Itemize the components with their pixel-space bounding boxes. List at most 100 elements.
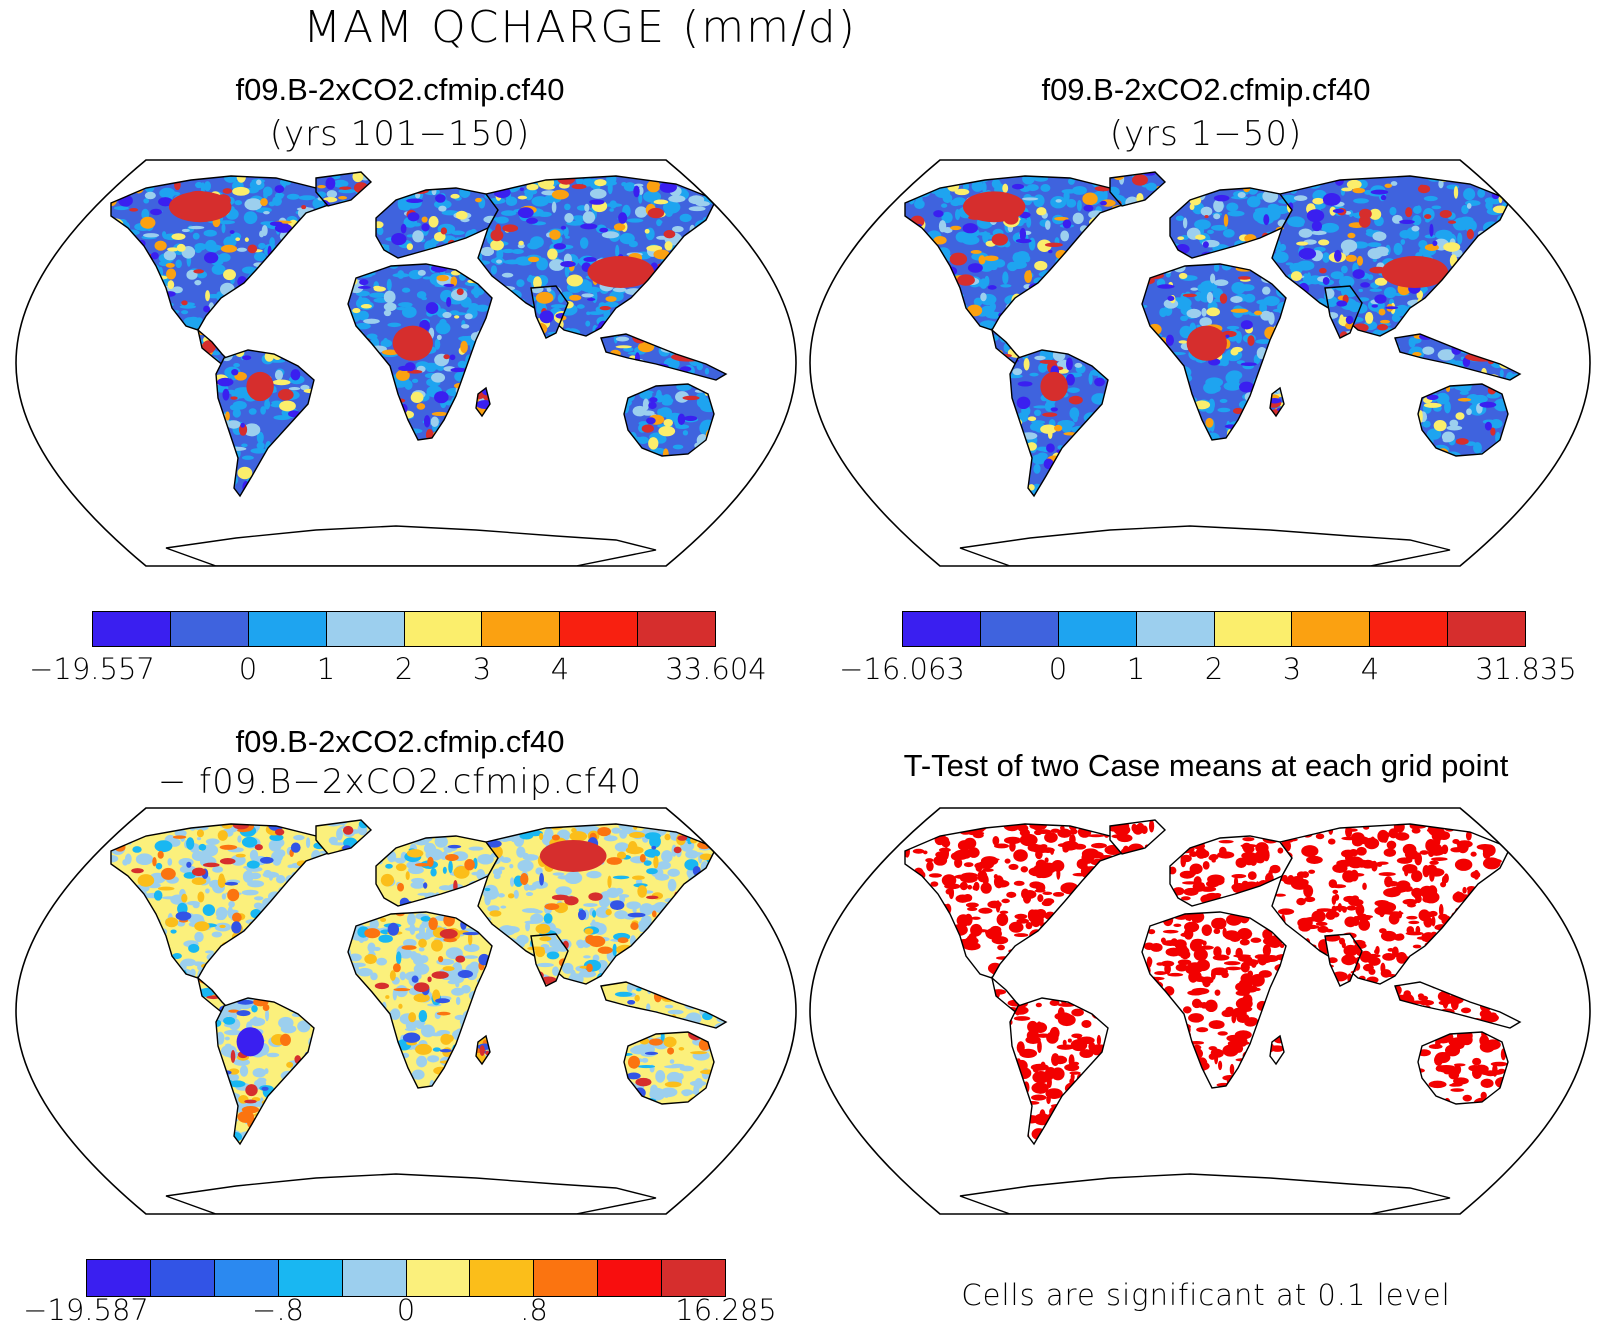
landmass-seasia [1394, 333, 1522, 381]
colorbar-box [980, 612, 1059, 646]
landmass-antarctica [165, 1173, 657, 1214]
landmass-samerica [1009, 997, 1109, 1146]
landmass-australia [623, 383, 715, 457]
map-frame [15, 807, 797, 1215]
colorbar-box [903, 612, 981, 646]
colorbar-tick-label: −19.557 [29, 652, 155, 686]
colorbar-box [248, 612, 327, 646]
colorbar-box [150, 1260, 215, 1296]
map-frame [15, 159, 797, 567]
colorbar-box [342, 1260, 407, 1296]
landmass-asia [1271, 175, 1511, 337]
colorbar-tick-label: 4 [550, 652, 570, 686]
landmass-namerica [110, 175, 336, 331]
landmass-australia [1417, 1031, 1509, 1105]
colorbar-box [1370, 612, 1449, 646]
landmass-africa [1141, 911, 1287, 1089]
colorbar-tick-label: 0 [1048, 652, 1068, 686]
panel-subtitle-top-left: (yrs 101−150) [269, 114, 531, 154]
colorbar-box [482, 612, 561, 646]
landmass-africa [1141, 263, 1287, 441]
landmass-seasia [600, 333, 728, 381]
colorbar-box [93, 612, 171, 646]
colorbar-tick-label: 1 [1126, 652, 1146, 686]
landmass-europe [375, 835, 499, 907]
colorbar-box [170, 612, 249, 646]
map-bottom-right [809, 807, 1591, 1215]
colorbar-box [560, 612, 639, 646]
landmass-seasia [1394, 981, 1522, 1029]
colorbar-tick-label: −.8 [252, 1293, 304, 1327]
colorbar-box [406, 1260, 471, 1296]
colorbar-box [638, 612, 715, 646]
map-top-left [15, 159, 797, 567]
map-top-right [809, 159, 1591, 567]
colorbar-box [404, 612, 483, 646]
landmass-australia [1417, 383, 1509, 457]
colorbar-box [1136, 612, 1215, 646]
colorbar-box [1058, 612, 1137, 646]
landmass-greenland [315, 819, 373, 855]
landmass-india [1324, 285, 1363, 339]
landmass-namerica [904, 175, 1130, 331]
colorbar-top-left [92, 611, 716, 647]
panel-title-top-right: f09.B-2xCO2.cfmip.cf40 [1041, 72, 1371, 107]
landmass-asia [477, 823, 717, 985]
landmass-namerica [904, 823, 1130, 979]
landmass-madagascar [475, 386, 491, 418]
colorbar-box [598, 1260, 663, 1296]
landmass-antarctica [959, 525, 1451, 566]
landmass-seasia [600, 981, 728, 1029]
colorbar-top-right [902, 611, 1526, 647]
panel-title-top-left: f09.B-2xCO2.cfmip.cf40 [235, 72, 565, 107]
colorbar-tick-label: 4 [1360, 652, 1380, 686]
colorbar-tick-label: 0 [238, 652, 258, 686]
colorbar-box [1214, 612, 1293, 646]
colorbar-box [470, 1260, 535, 1296]
panel-title-bottom-left: f09.B-2xCO2.cfmip.cf40 [235, 724, 565, 759]
colorbar-tick-label: 3 [472, 652, 492, 686]
significance-note: Cells are significant at 0.1 level [961, 1278, 1451, 1312]
colorbar-bottom-left [86, 1259, 726, 1297]
colorbar-box [534, 1260, 599, 1296]
colorbar-tick-label: 2 [1204, 652, 1224, 686]
colorbar-box [278, 1260, 343, 1296]
panel-title-bottom-right: T-Test of two Case means at each grid po… [903, 748, 1509, 783]
landmass-samerica [215, 997, 315, 1146]
map-frame [809, 807, 1591, 1215]
colorbar-box [214, 1260, 279, 1296]
colorbar-box [662, 1260, 726, 1296]
colorbar-box [1292, 612, 1371, 646]
colorbar-tick-label: 16.285 [675, 1293, 777, 1327]
colorbar-tick-label: 1 [316, 652, 336, 686]
colorbar-tick-label: .8 [520, 1293, 548, 1327]
map-bottom-left [15, 807, 797, 1215]
landmass-asia [1271, 823, 1511, 985]
colorbar-tick-label: −16.063 [839, 652, 965, 686]
colorbar-labels-bottom-left: −19.587 −.8 0 .8 16.285 [23, 1293, 777, 1327]
colorbar-tick-label: 33.604 [665, 652, 767, 686]
landmass-antarctica [959, 1173, 1451, 1214]
colorbar-tick-label: −19.587 [23, 1293, 149, 1327]
colorbar-labels-top-right: −16.063 0 1 2 3 4 31.835 [839, 652, 1577, 686]
panel-subtitle-top-right: (yrs 1−50) [1109, 114, 1303, 154]
colorbar-box [87, 1260, 151, 1296]
colorbar-tick-label: 0 [396, 1293, 416, 1327]
landmass-samerica [215, 349, 315, 498]
colorbar-box [326, 612, 405, 646]
landmass-africa [347, 263, 493, 441]
colorbar-tick-label: 31.835 [1475, 652, 1577, 686]
panel-subtitle-bottom-left: − f09.B−2xCO2.cfmip.cf40 [157, 762, 643, 802]
landmass-africa [347, 911, 493, 1089]
landmass-greenland [1109, 171, 1167, 207]
landmass-madagascar [475, 1034, 491, 1066]
landmass-antarctica [165, 525, 657, 566]
colorbar-box [1448, 612, 1525, 646]
landmass-namerica [110, 823, 336, 979]
landmass-madagascar [1269, 1034, 1285, 1066]
colorbar-tick-label: 2 [394, 652, 414, 686]
landmass-samerica [1009, 349, 1109, 498]
landmass-asia [477, 175, 717, 337]
colorbar-labels-top-left: −19.557 0 1 2 3 4 33.604 [29, 652, 767, 686]
landmass-madagascar [1269, 386, 1285, 418]
